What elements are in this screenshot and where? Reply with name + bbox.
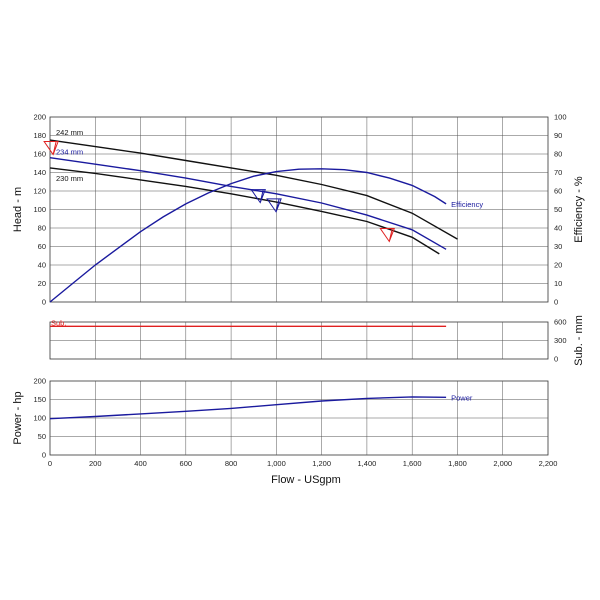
y2-tick-label: 60	[554, 187, 562, 196]
series-label: Power	[451, 393, 473, 402]
y2-tick-label: 300	[554, 336, 567, 345]
chart-panel-power: 0 50 100 150 200 0 200 400 600 800 1,000 1,200 1,400…	[12, 377, 557, 486]
curve-marker	[379, 227, 396, 243]
y-tick-label: 0	[42, 451, 46, 460]
x-tick-label: 1,600	[403, 459, 422, 468]
series-label: 234 mm	[56, 148, 83, 157]
y-tick-label: 100	[33, 414, 46, 423]
x-tick-label: 200	[89, 459, 102, 468]
y2-axis-label: Efficiency - %	[573, 176, 585, 243]
x-tick-label: 2,200	[539, 459, 558, 468]
x-tick-label: 1,400	[358, 459, 377, 468]
y2-axis-label: Sub. - mm	[573, 315, 585, 366]
y-tick-label: 50	[38, 432, 46, 441]
series-label: 242 mm	[56, 128, 83, 137]
chart-panel-submergence: 0 300 600 Sub. - mm Sub.	[49, 315, 585, 366]
y-axis-label: Power - hp	[12, 391, 24, 444]
x-tick-label: 800	[225, 459, 238, 468]
y-tick-label: 150	[33, 395, 46, 404]
series-line	[49, 139, 458, 240]
x-tick-label: 600	[180, 459, 193, 468]
y-tick-label: 0	[42, 298, 46, 307]
y-tick-label: 200	[33, 113, 46, 122]
y2-tick-label: 0	[554, 355, 558, 364]
curve-marker	[250, 189, 266, 204]
x-axis-label: Flow - USgpm	[271, 474, 341, 486]
series-label: Sub.	[51, 318, 66, 327]
y2-tick-label: 10	[554, 279, 562, 288]
x-tick-label: 400	[134, 459, 147, 468]
y-tick-label: 160	[33, 150, 46, 159]
series-line	[49, 167, 440, 255]
y-tick-label: 120	[33, 187, 46, 196]
x-tick-label: 1,000	[267, 459, 286, 468]
series-label: 230 mm	[56, 174, 83, 183]
y-tick-label: 140	[33, 168, 46, 177]
x-tick-label: 2,000	[493, 459, 512, 468]
y2-tick-label: 30	[554, 242, 562, 251]
y2-tick-label: 70	[554, 168, 562, 177]
y-tick-label: 180	[33, 131, 46, 140]
series-line	[49, 168, 447, 303]
y2-tick-label: 0	[554, 298, 558, 307]
series-label: Efficiency	[451, 200, 483, 209]
y2-tick-label: 100	[554, 113, 567, 122]
y-tick-label: 100	[33, 205, 46, 214]
y-tick-label: 20	[38, 279, 46, 288]
chart-panel-head-efficiency: 0 20 40 60 80 100 120 140 160 180 200 0 10 20 30 40 50 60…	[12, 113, 585, 307]
y2-tick-label: 90	[554, 131, 562, 140]
y-axis-label: Head - m	[12, 187, 24, 232]
y2-tick-label: 20	[554, 261, 562, 270]
series-line	[49, 396, 447, 420]
x-tick-label: 1,200	[312, 459, 331, 468]
y2-tick-label: 40	[554, 224, 562, 233]
y2-tick-label: 50	[554, 205, 562, 214]
y-tick-label: 60	[38, 242, 46, 251]
y-tick-label: 40	[38, 261, 46, 270]
y-tick-label: 200	[33, 377, 46, 386]
y-tick-label: 80	[38, 224, 46, 233]
x-tick-label: 1,800	[448, 459, 467, 468]
curve-marker	[266, 198, 282, 213]
curve-marker	[43, 141, 59, 156]
y2-tick-label: 600	[554, 318, 567, 327]
x-tick-label: 0	[48, 459, 52, 468]
y2-tick-label: 80	[554, 150, 562, 159]
